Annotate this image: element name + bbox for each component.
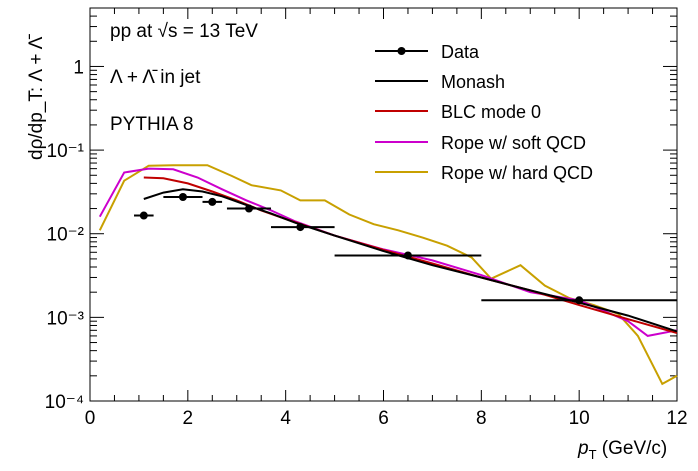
x-tick-label: 0 bbox=[85, 408, 96, 429]
data-point bbox=[139, 211, 148, 220]
legend-label-rope-w-soft-qcd: Rope w/ soft QCD bbox=[441, 133, 586, 153]
collision-label: pp at √s = 13 TeV bbox=[110, 21, 258, 42]
x-tick-label: 6 bbox=[378, 408, 389, 429]
data-point bbox=[575, 296, 584, 305]
y-axis-label: dρ/dp_T: Λ + Λ̄ bbox=[26, 34, 47, 160]
x-tick-label: 2 bbox=[183, 408, 194, 429]
data-point bbox=[244, 204, 253, 213]
legend-label-monash: Monash bbox=[441, 72, 505, 92]
legend-label-rope-w-hard-qcd: Rope w/ hard QCD bbox=[441, 163, 593, 183]
y-tick-label: 10⁻⁴ bbox=[45, 392, 84, 413]
y-tick-label: 10⁻³ bbox=[47, 308, 85, 329]
x-axis: 0 2 4 6 8 10 12 bbox=[85, 8, 688, 429]
x-tick-label: 12 bbox=[666, 408, 687, 429]
y-tick-label: 10⁻¹ bbox=[47, 141, 85, 162]
y-axis: 10⁻⁴ 10⁻³ 10⁻² 10⁻¹ 1 bbox=[45, 7, 677, 413]
x-axis-label-unit: (GeV/c) bbox=[597, 438, 668, 459]
particle-label: Λ + Λ̄ in jet bbox=[110, 67, 201, 88]
x-tick-label: 8 bbox=[476, 408, 487, 429]
series-monash bbox=[143, 188, 678, 333]
data-point bbox=[208, 197, 217, 206]
data-point bbox=[178, 192, 187, 201]
series-rope-w-hard-qcd bbox=[98, 164, 678, 386]
data-point bbox=[403, 251, 412, 260]
series-layer bbox=[98, 164, 678, 386]
x-axis-label-sub: T bbox=[589, 447, 597, 462]
generator-label: PYTHIA 8 bbox=[110, 114, 193, 135]
legend: Data Monash BLC mode 0 Rope w/ soft QCD Rope… bbox=[375, 42, 593, 183]
x-axis-label-var: p bbox=[577, 438, 589, 459]
data-point bbox=[296, 223, 305, 232]
y-tick-label: 1 bbox=[73, 57, 84, 78]
y-tick-label: 10⁻² bbox=[47, 225, 85, 246]
legend-marker-data bbox=[397, 47, 406, 55]
legend-label-blc-mode-0: BLC mode 0 bbox=[441, 102, 541, 122]
x-tick-label: 4 bbox=[280, 408, 291, 429]
x-axis-label: pT (GeV/c) bbox=[577, 438, 667, 462]
x-tick-label: 10 bbox=[569, 408, 590, 429]
legend-label-data: Data bbox=[441, 42, 480, 62]
